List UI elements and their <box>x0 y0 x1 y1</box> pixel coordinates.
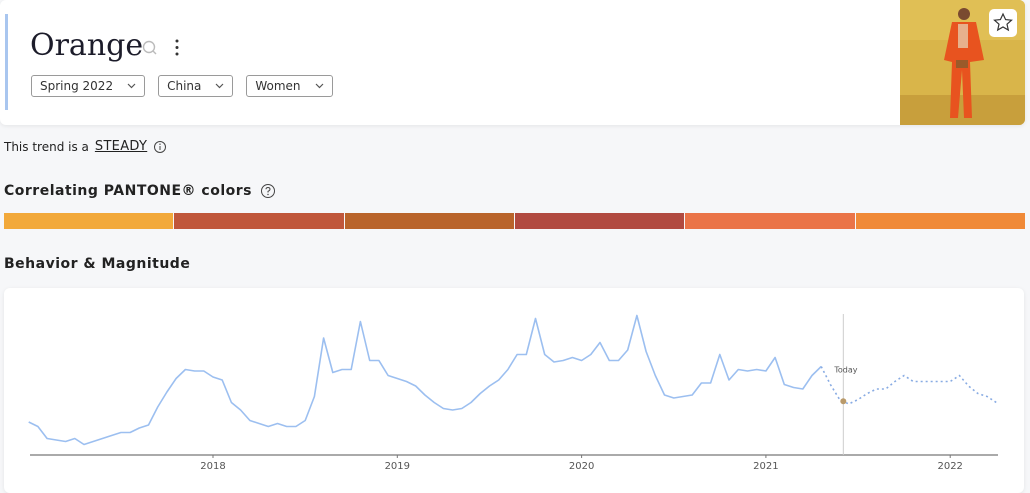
color-swatch[interactable] <box>514 213 685 229</box>
trend-photo <box>900 0 1025 125</box>
color-swatch[interactable] <box>855 213 1025 229</box>
trend-prefix: This trend is a <box>4 139 89 154</box>
pantone-swatches <box>4 213 1025 229</box>
more-icon[interactable] <box>175 39 179 56</box>
color-swatch[interactable] <box>344 213 514 229</box>
color-swatch[interactable] <box>685 213 855 229</box>
x-tick-label: 2018 <box>200 461 225 472</box>
color-swatch[interactable] <box>174 213 344 229</box>
trend-title: Orange <box>30 28 144 63</box>
search-icon[interactable] <box>142 40 157 55</box>
trend-status: This trend is a STEADY <box>4 139 167 154</box>
chart-card <box>4 288 1024 493</box>
section-title: Correlating PANTONE® colors <box>4 183 252 199</box>
filter-dropdown[interactable]: China <box>158 75 234 97</box>
help-icon[interactable] <box>260 183 276 199</box>
filter-label: Women <box>255 79 301 93</box>
today-label: Today <box>833 366 857 375</box>
chart: 2018 2019 2020 2021 2022 Today <box>28 314 998 472</box>
section-header: Correlating PANTONE® colors <box>4 183 276 199</box>
accent-bar <box>5 14 8 110</box>
header-card: Orange Spring 2022 China Women <box>0 0 1025 125</box>
chevron <box>315 83 323 89</box>
x-tick-label: 2022 <box>937 461 962 472</box>
title-icons <box>142 39 179 56</box>
favorite-button[interactable] <box>989 9 1017 37</box>
x-tick-label: 2021 <box>753 461 778 472</box>
chart-title: Behavior & Magnitude <box>4 256 191 272</box>
section-header: Behavior & Magnitude <box>4 256 190 272</box>
trend-line <box>28 314 822 446</box>
today-dot <box>840 398 847 405</box>
color-swatch[interactable] <box>4 213 174 229</box>
filter-label: Spring 2022 <box>40 79 114 93</box>
info-icon[interactable] <box>153 140 167 154</box>
chevron <box>127 83 136 89</box>
x-tick-label: 2019 <box>385 461 410 472</box>
filters: Spring 2022 China Women <box>31 75 333 97</box>
trend-status-link[interactable]: STEADY <box>94 139 148 154</box>
chevron <box>215 83 224 89</box>
filter-dropdown[interactable]: Spring 2022 <box>31 75 146 97</box>
x-tick-label: 2020 <box>569 461 594 472</box>
filter-dropdown[interactable]: Women <box>246 75 333 97</box>
filter-label: China <box>167 79 202 93</box>
